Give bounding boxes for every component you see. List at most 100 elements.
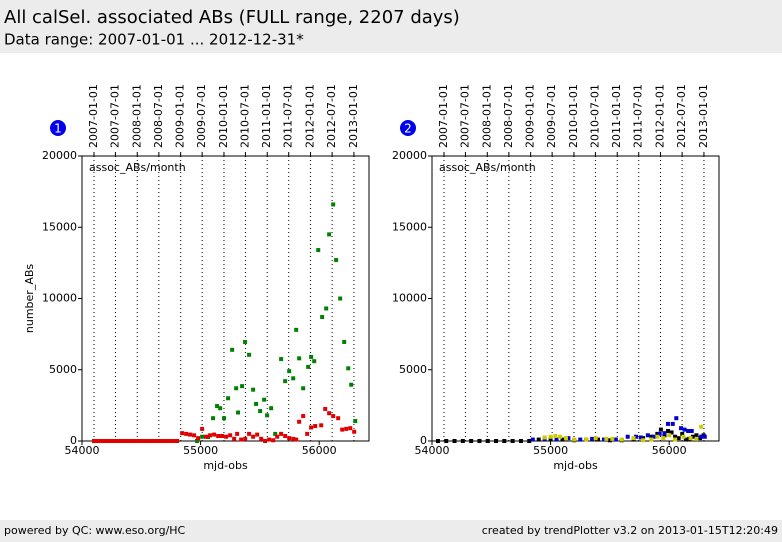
point: [230, 347, 235, 352]
y-tick-label: 5000: [49, 363, 77, 376]
point: [171, 439, 176, 443]
point: [327, 232, 332, 237]
point: [477, 439, 482, 443]
point: [641, 436, 646, 441]
point: [180, 431, 185, 436]
x-tick-label: 54000: [65, 444, 100, 457]
point: [188, 432, 193, 437]
point: [309, 354, 314, 359]
x-tick-label: 55000: [533, 444, 568, 457]
point: [702, 434, 707, 439]
y-tick-label: 15000: [392, 220, 427, 233]
point: [324, 306, 329, 311]
point: [279, 357, 284, 362]
point: [234, 386, 239, 391]
point: [306, 364, 311, 369]
plot-area: [431, 155, 720, 442]
point: [110, 439, 115, 443]
point: [226, 396, 231, 401]
point: [313, 424, 318, 429]
x-tick-label: 56000: [302, 444, 337, 457]
point: [259, 436, 264, 441]
point: [247, 352, 252, 357]
x2-tick-label: 2010-01-01: [217, 84, 230, 148]
point: [604, 436, 609, 441]
point: [175, 439, 180, 443]
point: [485, 439, 490, 443]
point: [305, 431, 310, 436]
point: [666, 421, 671, 426]
point: [348, 426, 353, 431]
panel-label: 1: [54, 122, 62, 136]
point: [222, 416, 227, 421]
point: [331, 202, 336, 207]
point: [444, 439, 449, 443]
footer-right: created by trendPlotter v3.2 on 2013-01-…: [482, 524, 778, 537]
point: [662, 431, 667, 436]
x2-tick-label: 2011-01-01: [260, 84, 273, 148]
x2-tick-label: 2013-01-01: [697, 84, 710, 148]
point: [655, 434, 660, 439]
point: [690, 434, 695, 439]
point: [601, 437, 606, 442]
point: [273, 431, 278, 436]
point: [494, 439, 499, 443]
point: [689, 429, 694, 434]
point: [106, 439, 111, 443]
point: [566, 436, 571, 441]
point: [228, 433, 233, 438]
point: [344, 426, 349, 431]
point: [212, 432, 217, 437]
point: [619, 437, 624, 442]
point: [232, 436, 237, 441]
y-tick-label: 5000: [399, 363, 427, 376]
point: [192, 433, 197, 438]
point: [342, 339, 347, 344]
x2-tick-label: 2007-01-01: [87, 84, 100, 148]
x-tick-label: 55000: [183, 444, 218, 457]
point: [694, 433, 699, 438]
point: [518, 439, 523, 443]
point: [320, 315, 325, 320]
x2-tick-label: 2012-01-01: [654, 84, 667, 148]
point: [649, 434, 654, 439]
point: [666, 429, 671, 434]
footer-left: powered by QC: www.eso.org/HC: [4, 524, 186, 537]
point: [208, 433, 213, 438]
point: [117, 439, 122, 443]
x2-tick-label: 2012-07-01: [325, 84, 338, 148]
point: [548, 436, 553, 441]
point: [251, 434, 256, 439]
point: [184, 431, 189, 436]
point: [682, 427, 687, 432]
point: [279, 431, 284, 436]
point: [142, 439, 147, 443]
point: [349, 382, 354, 387]
point: [102, 439, 107, 443]
x2-tick-label: 2011-07-01: [632, 84, 645, 148]
x-tick-label: 56000: [652, 444, 687, 457]
point: [340, 427, 345, 432]
point: [536, 437, 541, 442]
point: [319, 423, 324, 428]
point: [346, 366, 351, 371]
x2-tick-label: 2008-07-01: [502, 84, 515, 148]
point: [638, 435, 643, 440]
point: [548, 434, 553, 439]
point: [502, 439, 507, 443]
point: [683, 437, 688, 442]
point: [239, 437, 244, 442]
point: [294, 327, 299, 332]
point: [676, 436, 681, 441]
x2-tick-label: 2009-01-01: [524, 84, 537, 148]
point: [91, 439, 96, 443]
title: All calSel. associated ABs (FULL range, …: [4, 7, 460, 28]
point: [287, 369, 292, 374]
point: [195, 439, 200, 443]
point: [510, 439, 515, 443]
x2-tick-label: 2010-01-01: [567, 84, 580, 148]
x-axis-label: mjd-obs: [203, 459, 248, 472]
point: [527, 439, 532, 443]
y-tick-label: 15000: [42, 220, 77, 233]
